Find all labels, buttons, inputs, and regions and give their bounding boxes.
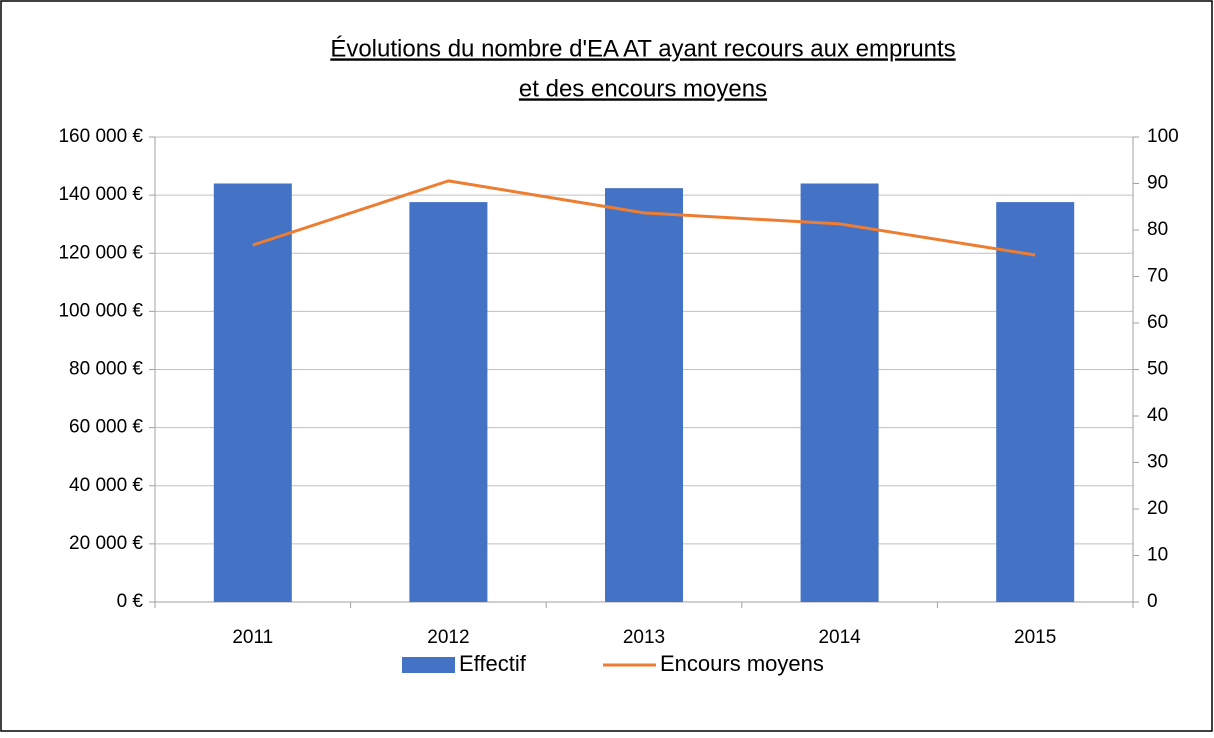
- y2-tick-label: 40: [1147, 405, 1168, 426]
- bar: [800, 183, 879, 602]
- y-tick-label: 40 000 €: [69, 475, 143, 496]
- y-tick-label: 100 000 €: [58, 300, 143, 321]
- y-tick-label: 0 €: [117, 591, 144, 612]
- chart-title: et des encours moyens: [519, 75, 767, 102]
- y-tick-label: 60 000 €: [69, 417, 143, 438]
- x-tick-label: 2013: [623, 627, 665, 648]
- y2-tick-label: 20: [1147, 498, 1168, 519]
- y-tick-label: 20 000 €: [69, 533, 143, 554]
- x-tick-label: 2015: [1014, 627, 1056, 648]
- y2-tick-label: 50: [1147, 359, 1168, 380]
- bar: [213, 183, 292, 602]
- legend-label: Encours moyens: [660, 651, 824, 676]
- y2-tick-label: 70: [1147, 266, 1168, 287]
- x-tick-label: 2011: [232, 627, 273, 648]
- y-tick-label: 140 000 €: [58, 184, 143, 205]
- y2-tick-label: 10: [1147, 545, 1168, 566]
- x-tick-label: 2012: [427, 627, 469, 648]
- x-tick-label: 2014: [818, 627, 861, 648]
- bar: [605, 188, 683, 602]
- y-tick-label: 120 000 €: [58, 242, 143, 263]
- y2-tick-label: 80: [1147, 219, 1168, 240]
- legend-label: Effectif: [459, 651, 527, 676]
- bar: [996, 202, 1075, 602]
- y-tick-label: 80 000 €: [69, 359, 143, 380]
- chart-title: Évolutions du nombre d'EA AT ayant recou…: [330, 35, 955, 62]
- y2-tick-label: 100: [1147, 126, 1179, 147]
- bar: [409, 202, 488, 602]
- line: [252, 179, 1036, 257]
- y-tick-label: 160 000 €: [58, 126, 143, 147]
- y2-tick-label: 60: [1147, 312, 1168, 333]
- y2-tick-label: 0: [1147, 591, 1158, 612]
- y2-tick-label: 30: [1147, 452, 1168, 473]
- legend-swatch: [402, 657, 455, 673]
- y2-tick-label: 90: [1147, 173, 1168, 194]
